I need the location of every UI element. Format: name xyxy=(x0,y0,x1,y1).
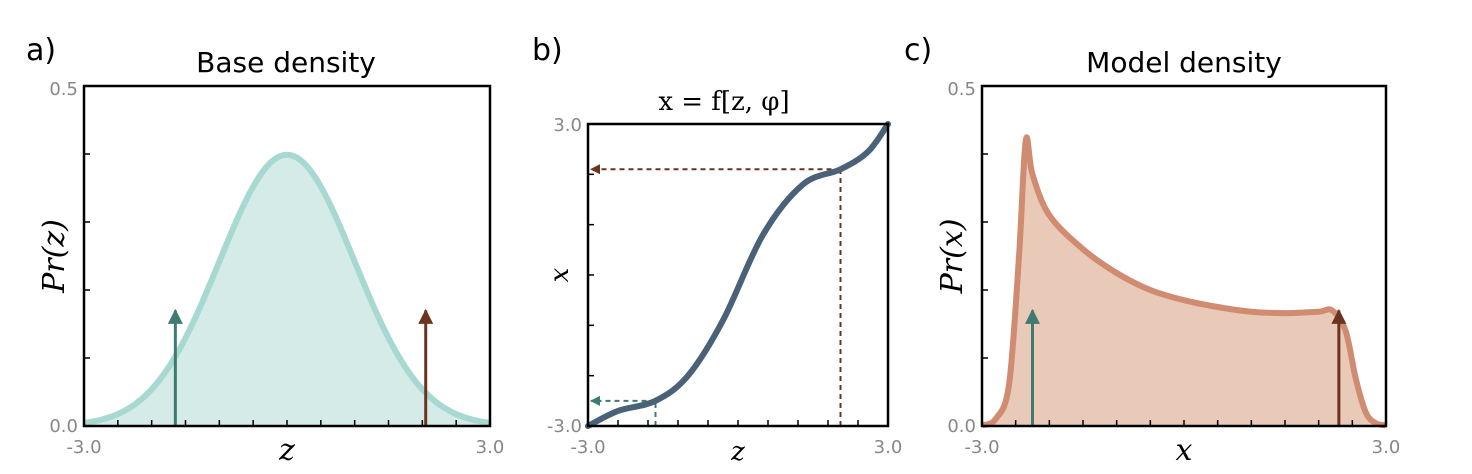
panel-c-ticks xyxy=(981,85,1387,427)
panel-a: a) Base density -3.0 3.0 0.0 0.5 z Pr(z) xyxy=(26,33,504,468)
panel-a-ticks xyxy=(83,85,491,427)
panel-a-title: Base density xyxy=(196,46,376,79)
panel-b: b) x = f[z, φ] -3.0 3.0 -3.0 3.0 z x xyxy=(532,33,902,467)
panel-a-xtick-max: 3.0 xyxy=(476,437,505,458)
panel-a-ytick-max: 0.5 xyxy=(49,79,78,100)
panel-c-xtick-max: 3.0 xyxy=(1372,437,1401,458)
panel-c-density-curve xyxy=(980,134,1387,429)
panel-b-title: x = f[z, φ] xyxy=(658,87,789,117)
panel-c-ytick-min: 0.0 xyxy=(947,416,976,437)
panel-c-ytick-max: 0.5 xyxy=(947,79,976,100)
panel-c-title: Model density xyxy=(1086,46,1282,79)
panel-c-arrows xyxy=(1025,308,1347,426)
panel-b-xtick-max: 3.0 xyxy=(874,437,903,458)
panel-a-density-curve xyxy=(83,151,491,426)
panel-b-ytick-max: 3.0 xyxy=(553,115,582,136)
panel-a-density-fill xyxy=(84,154,490,427)
panel-a-ylabel: Pr(z) xyxy=(37,219,72,294)
panel-b-letter: b) xyxy=(532,33,563,68)
panel-b-ytick-min: -3.0 xyxy=(547,416,582,437)
panel-b-xlabel: z xyxy=(730,437,745,467)
panel-c-density-fill xyxy=(982,137,1386,426)
panel-c-xtick-min: -3.0 xyxy=(964,437,999,458)
panel-c-letter: c) xyxy=(904,33,932,68)
panel-a-letter: a) xyxy=(26,33,56,68)
panel-b-guides xyxy=(590,164,842,426)
panel-b-ylabel: x xyxy=(545,267,575,282)
panel-a-xtick-min: -3.0 xyxy=(66,437,101,458)
panel-c-ylabel: Pr(x) xyxy=(935,219,970,295)
panel-a-ytick-min: 0.0 xyxy=(49,416,78,437)
panel-b-ticks xyxy=(587,123,889,427)
panel-c-xlabel: x xyxy=(1176,433,1193,468)
panel-b-xtick-min: -3.0 xyxy=(570,437,605,458)
panel-c: c) Model density -3.0 3.0 0.0 0.5 x Pr(x… xyxy=(904,33,1400,468)
panel-b-transform-curve xyxy=(585,121,891,429)
panel-a-arrows xyxy=(167,308,434,426)
panel-a-xlabel: z xyxy=(278,433,295,468)
